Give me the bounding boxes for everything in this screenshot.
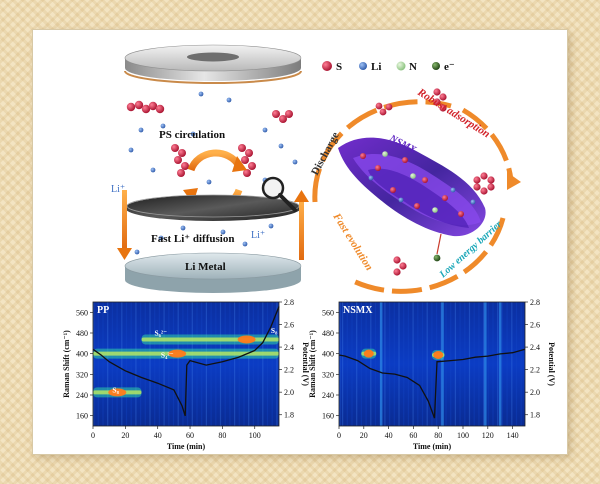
cycle-polysulfides [375, 88, 495, 276]
nsmx-y-tick-label: 400 [322, 350, 334, 359]
nsmx-x-tick-label: 20 [360, 431, 368, 440]
nsmx-x-tick-label: 120 [482, 431, 494, 440]
nsmx-plot-frame [338, 301, 526, 427]
pp-chart-title: PP [97, 305, 109, 316]
nsmx-x-tick-label: 100 [457, 431, 469, 440]
li-ions [128, 91, 298, 255]
pp-raman-heatmap: 0 20 40 60 80 100 160 240 320 400 480 560 1.8 2.0 2.2 2… [62, 298, 310, 451]
pp-heatmap-texture [93, 302, 278, 426]
pp-x-tick-label: 20 [121, 431, 129, 440]
pp-x-tick-label: 80 [218, 431, 226, 440]
nsmx-vertical-streak [441, 302, 444, 426]
legend-electron-icon [432, 62, 440, 70]
pp-y2-tick-label: 2.0 [284, 388, 294, 397]
nsmx-chart-title: NSMX [343, 305, 373, 316]
pp-y-tick-label: 160 [76, 412, 88, 421]
pp-x-tick-label: 0 [91, 431, 95, 440]
fast-li-diffusion-label: Fast Li⁺ diffusion [151, 233, 234, 245]
li-plus-right-label: Li⁺ [251, 230, 265, 241]
nsmx-y-tick-label: 160 [322, 412, 334, 421]
pp-y-axis-label: Raman Shift (cm⁻¹) [62, 330, 71, 398]
nsmx-y-axis-label: Raman Shift (cm⁻¹) [308, 330, 317, 398]
legend-n-icon [396, 61, 406, 71]
pp-plot-frame [92, 301, 280, 427]
discharge-label: Discharge [309, 130, 342, 177]
nsmx-x-axis-label: Time (min) [413, 442, 452, 451]
nsmx-vertical-streak [484, 302, 487, 426]
sheet-atoms [360, 151, 476, 262]
pp-species-annotation: S₄²⁻ [161, 351, 174, 360]
pp-y2-tick-label: 2.4 [284, 343, 294, 352]
pp-y2-tick-label: 2.2 [284, 366, 294, 375]
pp-y-tick-label: 560 [76, 308, 88, 317]
nsmx-potential-curve [338, 348, 526, 419]
pp-y-tick-label: 480 [76, 329, 88, 338]
nsmx-y2-tick-label: 2.4 [530, 343, 540, 352]
pp-potential-curve [92, 306, 280, 417]
battery-schematic: PS circulation Li⁺ Li⁺ Fast Li⁺ diffusio… [111, 44, 309, 293]
pp-species-annotation: S₆²⁻ [154, 329, 167, 338]
nsmx-heatmap-texture [339, 302, 522, 426]
figure-panel: PS circulation Li⁺ Li⁺ Fast Li⁺ diffusio… [33, 30, 567, 454]
pp-y-tick-label: 320 [76, 370, 88, 379]
legend-n-label: N [409, 61, 417, 73]
nsmx-y2-tick-label: 2.6 [530, 321, 540, 330]
top-current-collector [124, 44, 302, 84]
nsmx-raman-heatmap: 0 20 40 60 80 100 120 140 160 240 320 400 480 560 1.8 2… [308, 298, 556, 451]
pp-x-tick-label: 100 [249, 431, 261, 440]
fast-evolution-label: Fast evolution [330, 210, 375, 272]
nsmx-y2-tick-label: 1.8 [530, 411, 540, 420]
pp-raman-band-peak [168, 349, 187, 358]
pp-y-tick-label: 240 [76, 391, 88, 400]
legend-electron-label: e⁻ [444, 61, 455, 73]
nsmx-x-tick-label: 60 [409, 431, 417, 440]
pp-raman-band-peak [108, 388, 127, 397]
pp-y2-tick-label: 2.6 [284, 321, 294, 330]
pp-x-axis-label: Time (min) [167, 442, 206, 451]
nsmx-raman-band-peak [363, 349, 374, 358]
robust-adsorption-label: Robust adsorption [415, 86, 492, 141]
atom-legend: S Li N e⁻ [322, 61, 455, 73]
ps-circulation-label: PS circulation [159, 129, 225, 141]
legend-li-icon [359, 62, 367, 70]
nsmx-y-tick-label: 480 [322, 329, 334, 338]
nsmx-y2-tick-label: 2.8 [530, 298, 540, 307]
pp-y2-tick-label: 2.8 [284, 298, 294, 307]
pp-raman-band-peak [237, 335, 256, 344]
nsmx-x-tick-label: 140 [507, 431, 519, 440]
nsmx-y-tick-label: 320 [322, 370, 334, 379]
nsmx-y2-tick-label: 2.2 [530, 366, 540, 375]
nsmx-vertical-streak [379, 302, 383, 426]
legend-s-icon [322, 61, 332, 71]
legend-s-label: S [336, 61, 342, 73]
polysulfide-chains [126, 100, 293, 177]
li-plus-left-label: Li⁺ [111, 184, 125, 195]
nsmx-sheets [338, 137, 486, 237]
nsmx-y2-axis-label: Potential (V) [547, 342, 556, 386]
nsmx-x-tick-label: 80 [434, 431, 442, 440]
pp-species-annotation: S₈ [271, 326, 278, 335]
figure-svg: PS circulation Li⁺ Li⁺ Fast Li⁺ diffusio… [62, 44, 556, 451]
pp-x-tick-label: 60 [186, 431, 194, 440]
nsmx-raman-band-peak [433, 350, 444, 359]
nsmx-heatmap-background [339, 302, 525, 426]
legend-li-label: Li [371, 61, 381, 73]
li-diffusion-arrows [117, 190, 309, 260]
nsmx-reaction-diagram: Discharge Robust adsorption NSMX Fast ev… [309, 86, 521, 294]
pp-y2-tick-label: 1.8 [284, 411, 294, 420]
li-metal-label: Li Metal [185, 261, 226, 273]
nsmx-y-tick-label: 240 [322, 391, 334, 400]
magnifier-icon [261, 176, 297, 212]
li-metal-anode [124, 252, 302, 293]
nsmx-x-tick-label: 0 [337, 431, 341, 440]
pp-species-annotation: S₈ [112, 385, 119, 394]
pp-y-tick-label: 400 [76, 350, 88, 359]
nsmx-y2-tick-label: 2.0 [530, 388, 540, 397]
nsmx-x-tick-label: 40 [385, 431, 393, 440]
pp-y2-axis-label: Potential (V) [301, 342, 310, 386]
pp-x-tick-label: 40 [154, 431, 162, 440]
nsmx-y-tick-label: 560 [322, 308, 334, 317]
pp-raman-band-core [141, 337, 279, 342]
nsmx-vertical-streak [498, 302, 502, 426]
